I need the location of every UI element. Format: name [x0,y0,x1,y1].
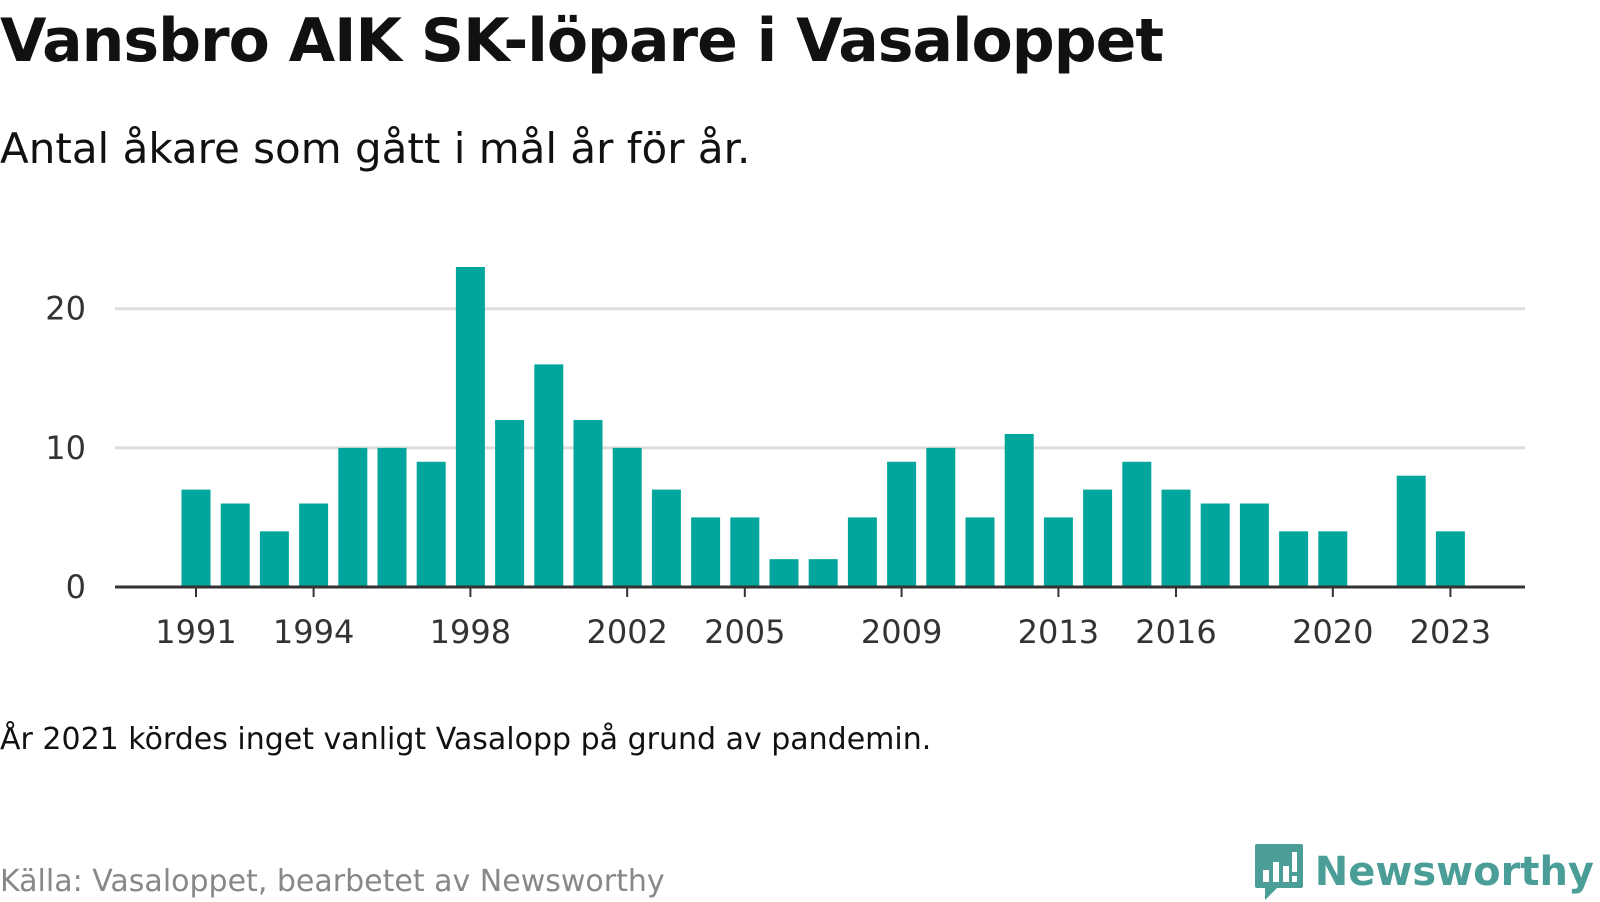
bar-2008 [847,517,877,587]
bar-2007 [808,559,838,587]
bar-2015 [1122,461,1152,587]
y-tick-label: 10 [45,429,86,467]
source-credit: Källa: Vasaloppet, bearbetet av Newswort… [0,864,665,899]
bar-2010 [926,447,956,587]
x-tick-label: 2005 [704,613,785,651]
bar-2001 [573,420,603,587]
bar-2018 [1239,503,1269,587]
x-tick-labels: 1991 1994 1998 2002 2005 2009 2013 2016 2020 2023 [155,613,1491,651]
bar-2014 [1083,489,1113,587]
bar-1994 [299,503,329,587]
bar-2005 [730,517,760,587]
bar-2022 [1396,475,1426,587]
bars [181,267,1465,587]
bar-1993 [259,531,289,587]
x-tick-label: 2020 [1292,613,1373,651]
x-axis [115,585,1525,597]
newsworthy-brand: Newsworthy [1253,842,1594,902]
bar-2009 [887,461,917,587]
y-tick-label: 20 [45,290,86,328]
bar-1995 [338,447,368,587]
x-tick-label: 1994 [273,613,354,651]
bar-2000 [534,364,564,587]
bar-2004 [691,517,721,587]
x-tick-label: 2023 [1410,613,1491,651]
bar-2002 [612,447,642,587]
bar-2017 [1200,503,1230,587]
y-tick-labels: 0 10 20 [45,290,86,606]
bar-2013 [1043,517,1073,587]
bar-2023 [1435,531,1465,587]
bar-1991 [181,489,211,587]
gridlines [115,307,1525,450]
bar-2011 [965,517,995,587]
bar-2003 [651,489,681,587]
newsworthy-logo-icon [1254,844,1303,900]
x-tick-label: 2002 [586,613,667,651]
bar-1996 [377,447,407,587]
x-tick-label: 1991 [155,613,236,651]
bar-chart: 0 10 20 1991 1994 1998 2002 2005 2009 2013 2016 20… [45,267,1525,651]
bar-1992 [220,503,250,587]
y-tick-label: 0 [66,568,86,606]
x-tick-label: 1998 [430,613,511,651]
brand-name: Newsworthy [1314,849,1594,895]
x-tick-label: 2009 [861,613,942,651]
chart-title: Vansbro AIK SK-löpare i Vasaloppet [0,6,1164,76]
bar-2012 [1004,433,1034,587]
bar-2019 [1279,531,1309,587]
chart-note: År 2021 kördes inget vanligt Vasalopp på… [0,722,932,757]
bar-2006 [769,559,799,587]
bar-2016 [1161,489,1191,587]
x-tick-label: 2016 [1135,613,1216,651]
bar-1997 [416,461,446,587]
chart-subtitle: Antal åkare som gått i mål år för år. [0,124,751,173]
bar-2020 [1318,531,1348,587]
bar-1998 [455,267,485,587]
bar-1999 [495,420,525,587]
x-tick-label: 2013 [1018,613,1099,651]
